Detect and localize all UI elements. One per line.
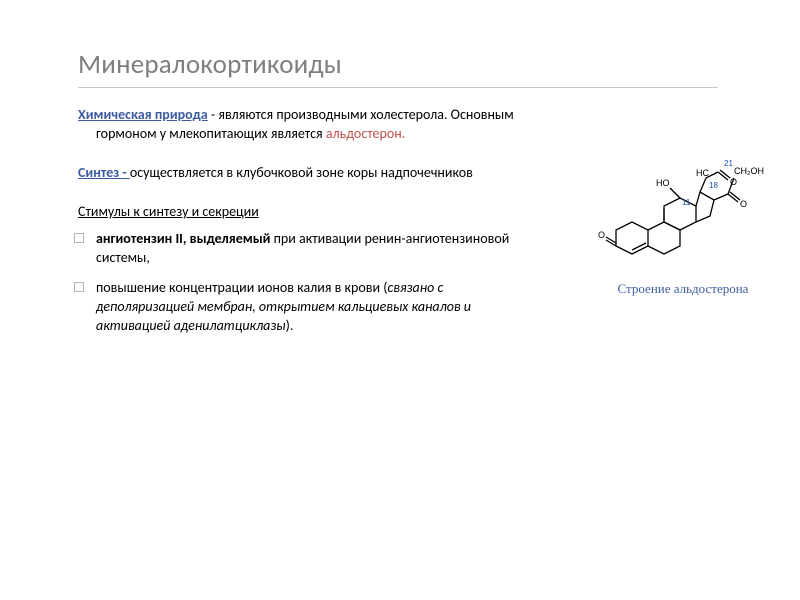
para-chemical-nature: Химическая природа - являются производны… [78, 106, 523, 144]
bullet-angiotensin: ангиотензин II, выделяемый при активации… [78, 230, 523, 268]
label-ho: HO [656, 178, 670, 188]
bullet-potassium: повышение концентрации ионов калия в кро… [78, 279, 523, 336]
label-o3: O [598, 230, 605, 240]
num-11: 11 [682, 198, 691, 207]
bullet-icon [74, 233, 84, 243]
label-hc: HC [696, 168, 709, 178]
bullet-2-plain: повышение концентрации ионов калия в кро… [96, 279, 387, 296]
body-synthesis: осуществляется в клубочковой зоне коры н… [130, 164, 473, 181]
head-synthesis: Синтез - [78, 164, 130, 181]
para-synthesis: Синтез - осуществляется в клубочковой зо… [78, 164, 523, 183]
label-o1: O [730, 177, 737, 187]
num-18: 18 [709, 181, 718, 190]
num-21: 21 [724, 159, 733, 168]
bullet-icon [74, 282, 84, 292]
figure-column: HO HC O O O CH₂OH 11 18 21 Строение альд… [598, 150, 768, 297]
bullet-2-close: ). [286, 317, 294, 334]
head-chemical-nature: Химическая природа [78, 106, 208, 123]
text-column: Химическая природа - являются производны… [78, 106, 523, 348]
label-ch2oh: CH₂OH [734, 166, 764, 176]
stimuli-heading: Стимулы к синтезу и секреции [78, 203, 523, 220]
aldosterone-structure-icon: HO HC O O O CH₂OH 11 18 21 [598, 150, 768, 270]
highlight-aldosterone: альдостерон. [326, 125, 405, 142]
page-title: Минералокортикоиды [78, 48, 718, 88]
label-o2: O [740, 199, 747, 209]
slide: Минералокортикоиды Химическая природа - … [0, 0, 800, 600]
figure-caption: Строение альдостерона [598, 281, 768, 297]
bullet-1-bold: ангиотензин II, выделяемый [96, 230, 274, 247]
